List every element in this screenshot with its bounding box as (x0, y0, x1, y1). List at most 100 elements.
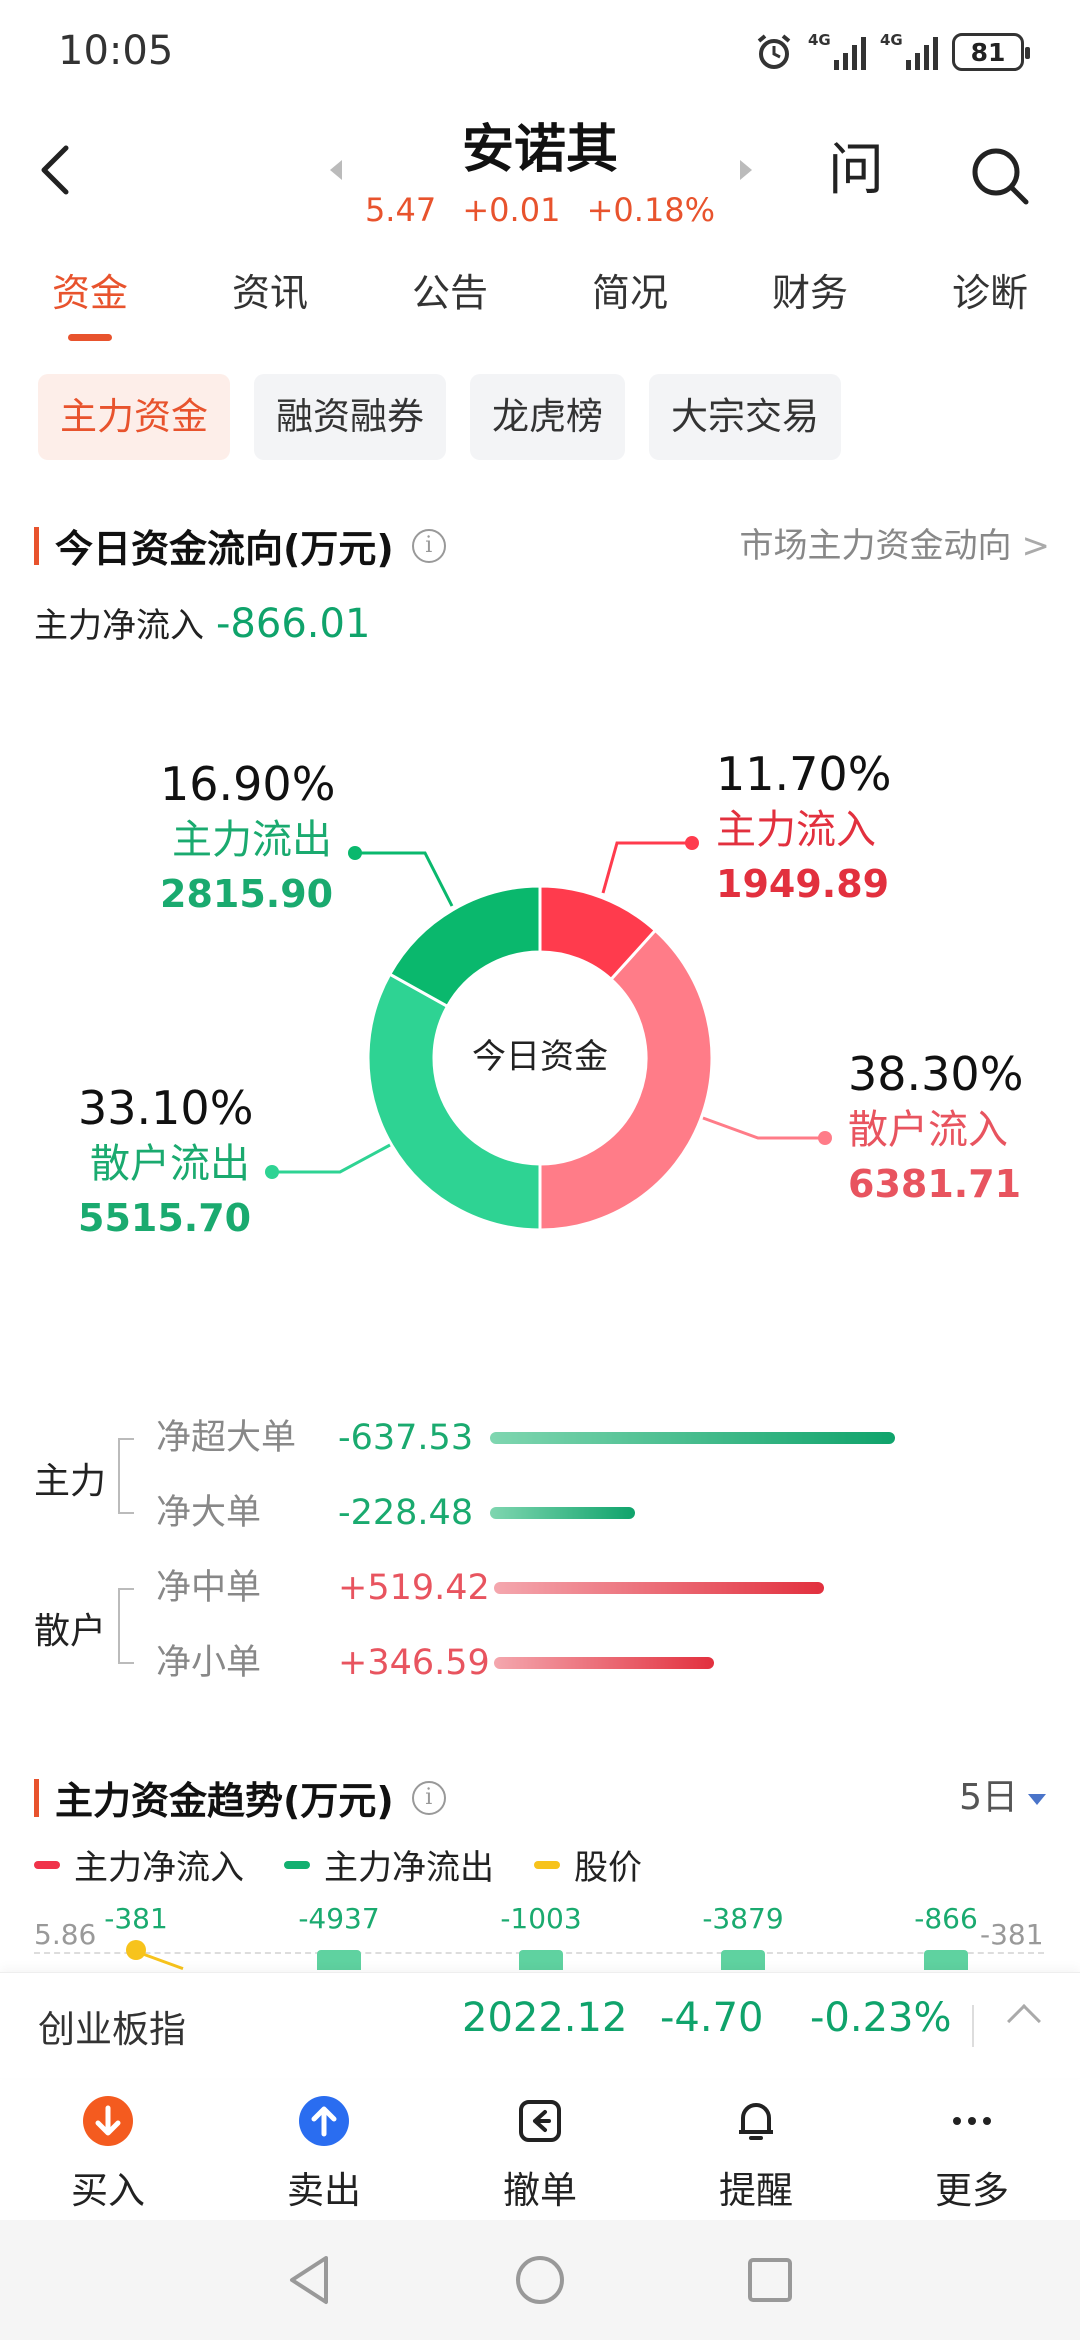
trend-title: 主力资金趋势(万元) (55, 1779, 394, 1823)
flow-row: 净大单 -228.48 (0, 1483, 1080, 1543)
flow-section-title: 今日资金流向(万元) i (34, 518, 446, 573)
flow-row-name: 净小单 (156, 1643, 262, 1683)
index-name: 创业板指 (38, 2008, 186, 2051)
market-flow-link[interactable]: 市场主力资金动向 > (740, 518, 1051, 567)
legend-label: 主力净流出 (324, 1848, 494, 1888)
chip-main-funds[interactable]: 主力资金 (38, 374, 230, 460)
chip-block-trade[interactable]: 大宗交易 (649, 374, 841, 460)
stock-title: 安诺其 5.47 +0.01 +0.18% (300, 110, 780, 230)
more-label: 更多 (935, 2169, 1009, 2212)
trend-axis-right: -381 (980, 1918, 1044, 1951)
back-arrow-icon[interactable] (30, 140, 80, 200)
sell-label: 卖出 (287, 2169, 361, 2212)
leader-dot-main-in (685, 836, 699, 850)
label-retail-in: 38.30% 散户流入 6381.71 (848, 1046, 1023, 1210)
leader-dot-retail-out (265, 1165, 279, 1179)
next-stock-icon[interactable] (740, 160, 752, 180)
sell-icon (299, 2096, 349, 2146)
status-bar: 10:05 4G 4G 81 (0, 0, 1080, 110)
flow-row: 净小单 +346.59 (0, 1633, 1080, 1693)
flow-row-value: +519.42 (338, 1568, 490, 1608)
trade-action-bar: 买入 卖出 撤单 提醒 更多 (0, 2080, 1080, 2220)
trend-section-title: 主力资金趋势(万元) i (34, 1770, 446, 1825)
market-flow-link-label: 市场主力资金动向 (739, 526, 1012, 566)
slice-retail-inflow (538, 928, 714, 1232)
cancel-order-button[interactable]: 撤单 (432, 2080, 648, 2220)
stock-change-pct: +0.18% (586, 191, 716, 229)
chip-dragon-tiger[interactable]: 龙虎榜 (470, 374, 625, 460)
flow-row-bar (490, 1507, 635, 1519)
flow-title: 今日资金流向(万元) (55, 527, 394, 571)
flow-breakdown: 主力 散户 净超大单 -637.53 净大单 -228.48 净中单 +519.… (0, 1400, 1080, 1700)
alarm-icon (757, 34, 791, 69)
legend-item: 股价 (534, 1840, 642, 1889)
retail-in-amount: 6381.71 (848, 1162, 1022, 1206)
info-icon[interactable]: i (411, 528, 446, 563)
tab-announcements[interactable]: 公告 (411, 271, 488, 315)
search-icon[interactable] (968, 144, 1032, 208)
chip-margin-trading[interactable]: 融资融券 (254, 374, 446, 460)
flow-row-name: 净超大单 (156, 1418, 297, 1458)
stock-quote: 5.47 +0.01 +0.18% (300, 190, 780, 230)
reminder-button[interactable]: 提醒 (648, 2080, 864, 2220)
stock-price: 5.47 (364, 191, 437, 229)
leader-dot-retail-in (818, 1131, 832, 1145)
more-button[interactable]: 更多 (864, 2080, 1080, 2220)
leader-retail-in (702, 1116, 825, 1140)
trend-value: -381 (104, 1902, 168, 1935)
section-accent (34, 1778, 39, 1817)
trend-value: -4937 (298, 1902, 380, 1935)
leader-retail-out (272, 1143, 391, 1174)
net-inflow-value: -866.01 (216, 601, 371, 647)
index-ticker-bar[interactable]: 创业板指 2022.12 -4.70 -0.23% (0, 1972, 1080, 2078)
status-time: 10:05 (58, 28, 174, 74)
flow-row-name: 净大单 (156, 1493, 262, 1533)
donut-center-label: 今日资金 (472, 1038, 608, 1076)
main-in-pct: 11.70% (716, 747, 892, 801)
main-out-amount: 2815.90 (160, 872, 334, 916)
price-dot (126, 1940, 146, 1960)
nav-back-icon[interactable] (280, 2250, 340, 2310)
trend-bar (519, 1950, 563, 1970)
leader-main-out (355, 851, 454, 907)
tab-financials[interactable]: 财务 (771, 271, 848, 315)
label-main-out: 16.90% 主力流出 2815.90 (160, 756, 335, 920)
main-in-name: 主力流入 (716, 807, 876, 853)
flow-row-value: -637.53 (338, 1418, 474, 1458)
legend-swatch (284, 1860, 310, 1869)
more-icon (947, 2096, 997, 2146)
stock-header: 安诺其 5.47 +0.01 +0.18% 问 (0, 110, 1080, 240)
flow-row: 净超大单 -637.53 (0, 1408, 1080, 1468)
net-inflow-label: 主力净流入 (34, 606, 204, 646)
trend-value: -1003 (500, 1902, 582, 1935)
info-icon[interactable]: i (411, 1780, 446, 1815)
tab-diagnosis[interactable]: 诊断 (951, 271, 1028, 315)
period-selector[interactable]: 5日 (959, 1768, 1046, 1820)
flow-row-value: +346.59 (338, 1643, 490, 1683)
legend-item: 主力净流入 (34, 1840, 244, 1889)
trend-value: -3879 (702, 1902, 784, 1935)
legend-swatch (534, 1860, 560, 1869)
sub-tabs: 主力资金 融资融券 龙虎榜 大宗交易 (38, 374, 841, 460)
flow-row-bar (494, 1582, 824, 1594)
bracket-main (118, 1438, 134, 1514)
cancel-order-icon (515, 2096, 565, 2146)
sell-button[interactable]: 卖出 (216, 2080, 432, 2220)
group-main-label: 主力 (34, 1461, 107, 1502)
nav-recents-icon[interactable] (740, 2250, 800, 2310)
tab-profile[interactable]: 简况 (591, 271, 668, 315)
label-retail-out: 33.10% 散户流出 5515.70 (78, 1080, 253, 1244)
tab-funds[interactable]: 资金 (0, 258, 180, 348)
index-change: -4.70 (660, 1995, 764, 2041)
main-tabs: 资金 资讯 公告 简况 财务 诊断 (0, 258, 1080, 348)
ask-button[interactable]: 问 (828, 138, 884, 203)
buy-button[interactable]: 买入 (0, 2080, 216, 2220)
chevron-right-icon: > (1021, 526, 1051, 566)
tab-news[interactable]: 资讯 (231, 271, 308, 315)
prev-stock-icon[interactable] (330, 160, 342, 180)
chevron-up-icon[interactable] (1007, 2004, 1041, 2038)
signal-icon-2: 4G (880, 32, 938, 70)
nav-home-icon[interactable] (510, 2250, 570, 2310)
slice-main-outflow (387, 884, 542, 1009)
cancel-order-label: 撤单 (503, 2169, 577, 2212)
